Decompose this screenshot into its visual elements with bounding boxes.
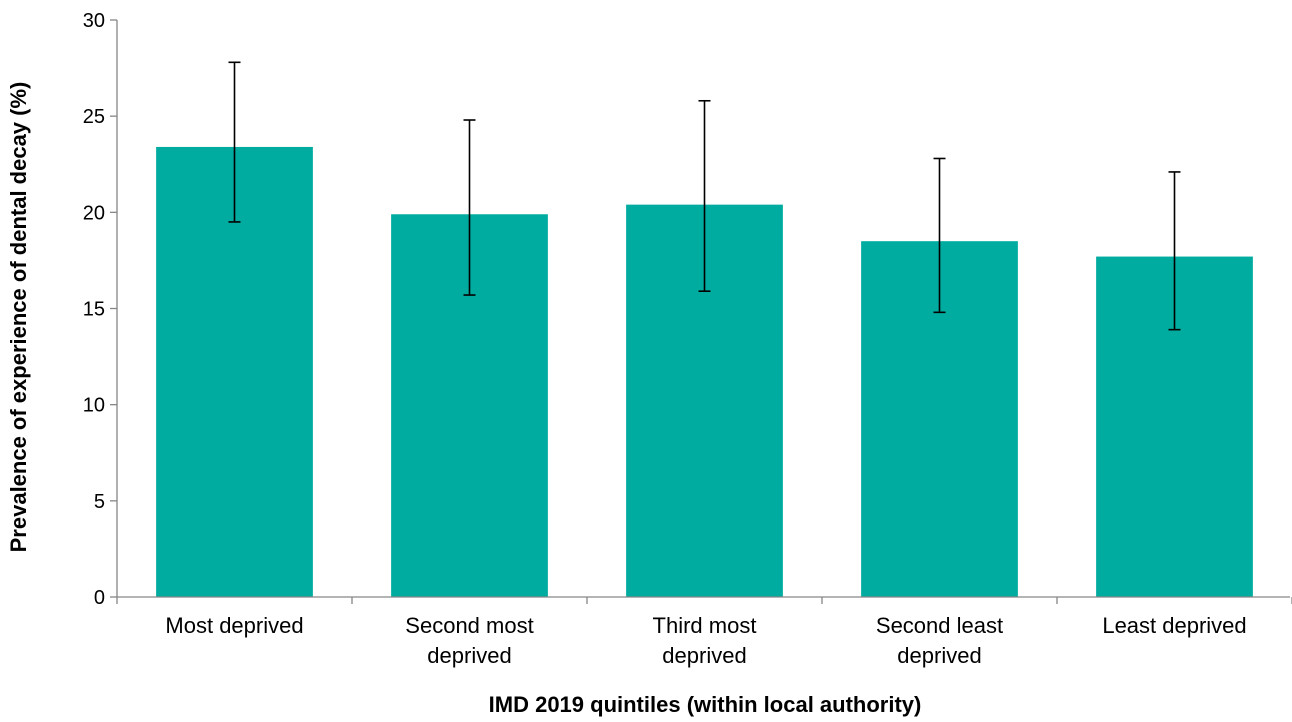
x-category-label-line: deprived xyxy=(427,643,511,668)
y-tick-labels: 0 5 10 15 20 25 30 xyxy=(83,10,105,609)
y-tick-label: 10 xyxy=(83,395,105,417)
x-category-label-line: Second least xyxy=(876,613,1003,638)
y-tick-label: 5 xyxy=(94,491,105,513)
y-tick-label: 25 xyxy=(83,106,105,128)
y-axis-title: Prevalence of experience of dental decay… xyxy=(6,82,31,553)
x-category-label-line: deprived xyxy=(897,643,981,668)
x-category-label-3: Third most deprived xyxy=(653,613,757,668)
x-category-label-5: Least deprived xyxy=(1102,613,1246,638)
y-tick-label: 0 xyxy=(94,587,105,609)
axes-group xyxy=(110,19,1292,604)
x-category-label-line: Most deprived xyxy=(165,613,303,638)
x-category-label-line: deprived xyxy=(662,643,746,668)
x-category-label-1: Most deprived xyxy=(165,613,303,638)
y-tick-label: 20 xyxy=(83,202,105,224)
x-category-label-4: Second least deprived xyxy=(876,613,1003,668)
y-tick-label: 15 xyxy=(83,299,105,321)
x-category-label-line: Least deprived xyxy=(1102,613,1246,638)
x-category-label-line: Second most xyxy=(405,613,533,638)
x-category-label-2: Second most deprived xyxy=(405,613,533,668)
error-bars-group xyxy=(228,61,1181,331)
y-tick-label: 30 xyxy=(83,10,105,32)
x-axis-title: IMD 2019 quintiles (within local authori… xyxy=(489,692,922,717)
x-category-label-line: Third most xyxy=(653,613,757,638)
